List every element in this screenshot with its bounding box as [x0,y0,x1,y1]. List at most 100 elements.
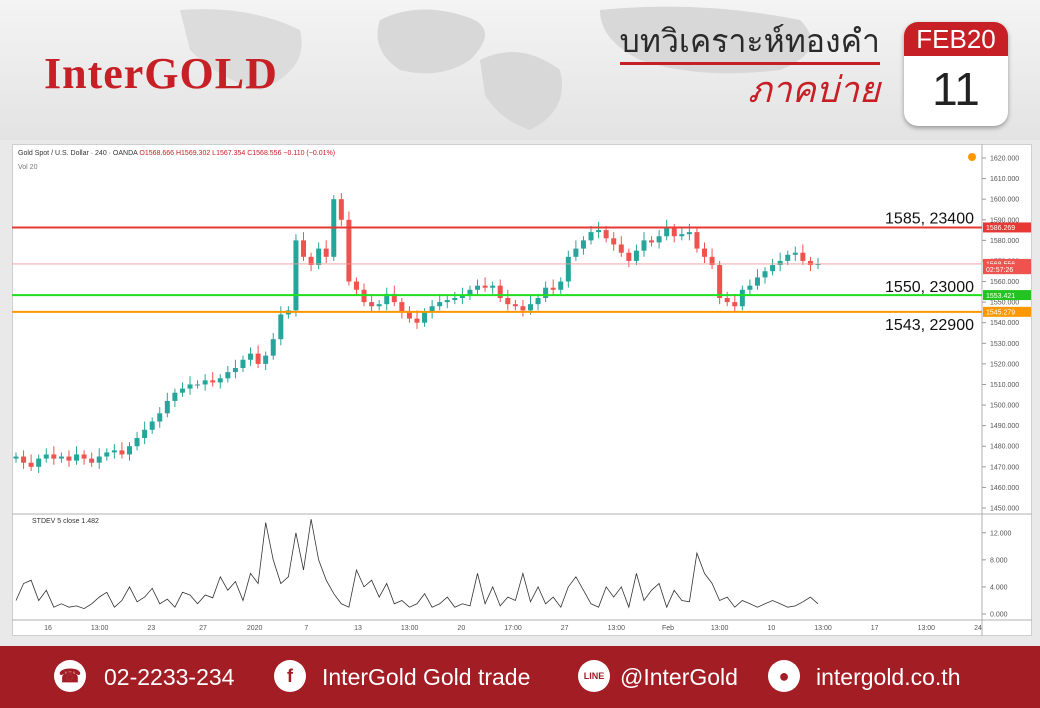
title-box: บทวิเคราะห์ทองคำ ภาคบ่าย [580,22,880,111]
candle-body [800,252,806,261]
candle-body [293,240,299,311]
candle-body [550,287,556,290]
website-link[interactable]: intergold.co.th [816,664,961,690]
title-divider [620,62,880,65]
candle-body [195,384,201,386]
candle-body [467,289,473,296]
y-tick-label: 1610.000 [990,176,1019,183]
line-id[interactable]: @InterGold [620,664,738,690]
x-tick-label: 10 [767,625,775,632]
price-axis-tag [983,264,1031,275]
candle-body [240,359,246,368]
candle-body [232,368,238,373]
candle-body [376,304,382,307]
y-tick-label: 1460.000 [990,485,1019,492]
indicator-name: STDEV 5 close [32,518,80,525]
x-tick-label: 13:00 [814,625,832,632]
y-tick-label: 1530.000 [990,341,1019,348]
candle-body [346,219,352,282]
indicator-y-tick-label: 12.000 [990,530,1012,537]
candle-body [74,454,80,461]
price-chart[interactable]: 1620.000 1610.000 1600.000 1590.000 1580.000… [12,144,1032,636]
level-annotation: 1543, 22900 [885,317,974,334]
chart-border [12,144,1032,636]
x-tick-label: 13 [354,625,362,632]
candle-body [301,240,307,257]
candle-body [596,230,602,233]
x-tick-label: 16 [44,625,52,632]
x-tick-label: 27 [561,625,569,632]
volume-label: Vol 20 [18,164,38,171]
candle-body [89,458,95,463]
x-tick-label: 23 [147,625,155,632]
candle-body [671,228,677,237]
candle-body [679,234,685,237]
chart-panel[interactable]: 1620.000 1610.000 1600.000 1590.000 1580.000… [12,144,1032,636]
facebook-icon: f [274,660,306,692]
x-tick-label: 2020 [247,625,263,632]
line-icon: LINE [578,660,610,692]
candle-body [187,384,193,389]
candle-body [792,252,798,255]
candle-body [580,240,586,249]
candle-body [13,456,19,459]
candle-body [406,312,412,319]
candle-body [505,298,511,305]
y-tick-label: 1590.000 [990,217,1019,224]
level-annotation: 1585, 23400 [885,210,974,227]
candle-body [618,244,624,253]
candle-body [308,256,314,266]
candle-body [248,353,254,360]
contact-footer: ☎ 02-2233-234 f InterGold Gold trade LIN… [0,646,1040,708]
candle-body [391,293,397,303]
candle-body [323,248,329,257]
candle-body [656,236,662,243]
facebook-page[interactable]: InterGold Gold trade [322,664,531,690]
candle-body [527,304,533,311]
candle-body [96,456,102,463]
symbol-label: Gold Spot / U.S. Dollar · 240 · OANDA [18,150,138,157]
indicator-y-tick-label: 4.000 [990,584,1008,591]
candle-body [565,256,571,282]
candle-body [217,378,223,383]
candle-body [149,421,155,430]
candle-body [119,450,125,455]
candle-body [739,289,745,307]
price-axis-tag [983,290,1031,301]
candle-body [702,248,708,257]
x-tick-label: 27 [199,625,207,632]
globe-icon: ● [768,660,800,692]
y-tick-label: 1540.000 [990,320,1019,327]
candle-body [66,456,72,461]
candle-body [36,458,42,467]
candle-body [641,240,647,251]
x-tick-label: Feb [662,625,674,632]
candle-body [270,339,276,356]
candle-body [543,287,549,298]
candle-body [81,454,87,459]
x-tick-label: 13:00 [918,625,936,632]
y-tick-label: 1510.000 [990,382,1019,389]
y-tick-label: 1580.000 [990,238,1019,245]
level-annotation: 1550, 23000 [885,279,974,296]
candle-body [762,271,768,278]
candle-body [588,232,594,241]
x-tick-label: 24 [974,625,982,632]
candle-body [512,304,518,307]
candle-body [558,281,564,290]
candle-body [482,285,488,288]
x-tick-label: 13:00 [401,625,419,632]
page-title: บทวิเคราะห์ทองคำ [619,23,880,59]
candle-body [717,265,723,298]
candle-body [263,355,269,364]
candle-body [422,312,428,323]
phone-number[interactable]: 02-2233-234 [104,664,235,690]
y-tick-label: 1560.000 [990,279,1019,286]
candle-body [475,285,481,290]
price-axis-tag [983,222,1031,233]
alert-icon [968,153,976,161]
candle-body [520,306,526,311]
candle-body [686,232,692,235]
candle-body [51,454,57,459]
price-axis-tag-text: 1553.421 [986,293,1015,300]
